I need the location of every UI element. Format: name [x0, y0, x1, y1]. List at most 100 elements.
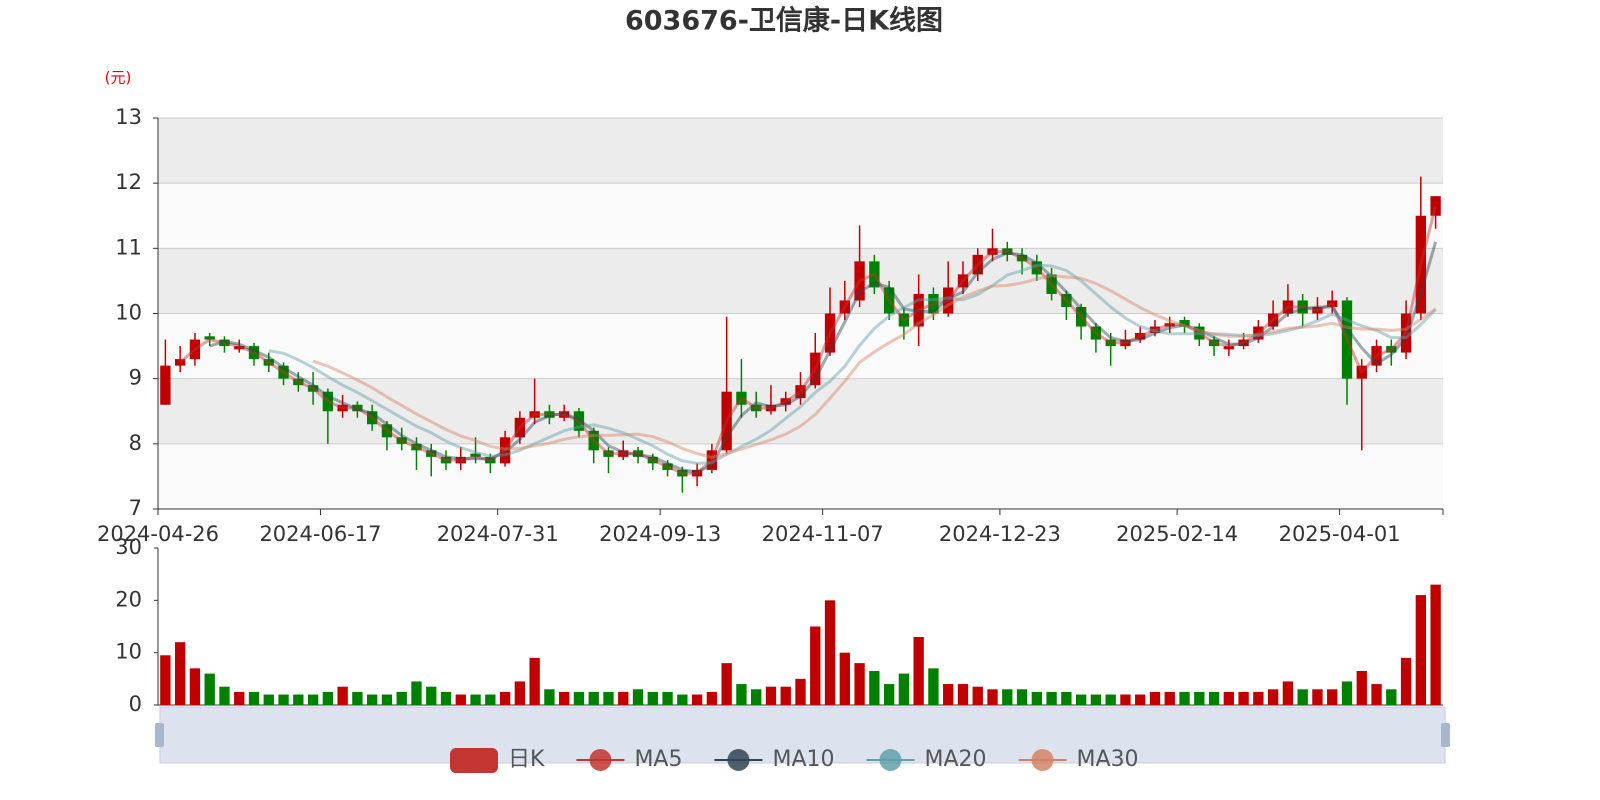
candle-body: [189, 339, 201, 360]
candle-body: [573, 411, 585, 431]
candle-body: [1135, 333, 1146, 340]
zoom-handle[interactable]: [155, 723, 164, 747]
x-tick-label: 2024-07-31: [437, 522, 559, 546]
candle-body: [1090, 326, 1102, 340]
candle-body: [736, 391, 747, 405]
volume-bar: [1046, 691, 1057, 705]
volume-bar: [189, 668, 201, 705]
volume-bar: [1312, 689, 1323, 705]
zoom-handle[interactable]: [1441, 723, 1450, 747]
volume-bar: [559, 691, 570, 705]
candle-body: [957, 274, 969, 288]
candle-body: [1312, 306, 1323, 314]
candle-body: [1179, 320, 1190, 327]
candle-body: [765, 404, 777, 412]
volume-bar: [204, 673, 215, 705]
candle-body: [411, 443, 422, 451]
volume-bar: [337, 686, 348, 705]
volume-bar: [869, 670, 880, 705]
volume-bar: [1208, 691, 1220, 705]
volume-bar: [662, 691, 673, 705]
candle-body: [780, 398, 791, 405]
y-tick-label: 8: [129, 431, 142, 455]
volume-bar: [1327, 689, 1338, 705]
zoom-slider[interactable]: [159, 706, 1446, 764]
ma-line: [312, 274, 1437, 459]
candle-body: [1267, 313, 1279, 327]
volume-bar: [588, 691, 599, 705]
candle-body: [1430, 196, 1441, 216]
legend-label[interactable]: 日K: [508, 747, 545, 772]
candle-body: [1223, 346, 1235, 350]
volume-bar: [647, 691, 658, 705]
volume-bar: [928, 668, 939, 705]
volume-bar: [529, 657, 540, 705]
volume-bar: [455, 694, 466, 705]
legend-icon: [879, 749, 902, 771]
volume-bar: [1061, 691, 1072, 705]
volume-bar: [677, 694, 688, 705]
candle-body: [588, 430, 599, 451]
y-tick-label: 12: [115, 170, 142, 194]
candle-body: [263, 359, 274, 366]
legend-label[interactable]: MA10: [772, 747, 834, 772]
volume-bar: [839, 652, 850, 705]
volume-bar: [322, 691, 334, 705]
volume-bar: [234, 691, 245, 705]
candle-body: [1194, 326, 1205, 340]
candle-body: [883, 287, 895, 314]
candle-body: [824, 313, 836, 353]
volume-bar: [765, 686, 777, 705]
volume-bar: [1282, 681, 1294, 705]
volume-bar: [1105, 694, 1116, 705]
candle-body: [426, 450, 437, 457]
volume-bar: [1120, 694, 1131, 705]
candle-body: [544, 411, 555, 418]
candle-body: [307, 385, 319, 392]
candle-body: [293, 378, 304, 386]
candle-body: [1297, 300, 1308, 314]
volume-bar: [514, 681, 526, 705]
candle-body: [810, 352, 821, 386]
volume-bar: [795, 678, 806, 705]
grid-band: [158, 118, 1443, 184]
volume-bar: [1016, 689, 1028, 705]
grid-band: [158, 313, 1443, 379]
volume-bar: [943, 684, 954, 705]
candle-body: [1238, 339, 1249, 347]
volume-tick-label: 20: [115, 587, 142, 611]
legend-label[interactable]: MA20: [925, 747, 987, 772]
volume-bar: [499, 691, 511, 705]
candle-body: [603, 450, 614, 457]
volume-bar: [1415, 595, 1427, 705]
volume-bar: [293, 694, 304, 705]
candle-body: [1105, 339, 1116, 347]
volume-bar: [824, 600, 836, 705]
candle-body: [1031, 261, 1042, 275]
y-tick-label: 13: [115, 105, 142, 129]
volume-bar: [470, 694, 481, 705]
candle-body: [248, 346, 260, 360]
candle-body: [751, 404, 762, 412]
volume-bar: [1194, 691, 1205, 705]
candle-body: [1149, 326, 1161, 334]
x-tick-label: 2024-06-17: [259, 522, 381, 546]
volume-tick-label: 30: [115, 535, 142, 559]
ma-line: [209, 241, 1438, 474]
y-tick-label: 7: [129, 496, 142, 520]
candle-body: [898, 313, 910, 327]
volume-bar: [987, 689, 998, 705]
candle-body: [869, 261, 880, 288]
candle-body: [1046, 274, 1057, 294]
legend-label[interactable]: MA30: [1077, 747, 1139, 772]
volume-bar: [1400, 657, 1412, 705]
candle-body: [1282, 300, 1294, 314]
volume-bar: [307, 694, 319, 705]
volume-bar: [972, 686, 983, 705]
grid-band: [158, 183, 1443, 249]
legend-label[interactable]: MA5: [634, 747, 682, 772]
candle-body: [1371, 346, 1382, 366]
volume-bar: [248, 691, 260, 705]
candle-body: [647, 456, 658, 464]
